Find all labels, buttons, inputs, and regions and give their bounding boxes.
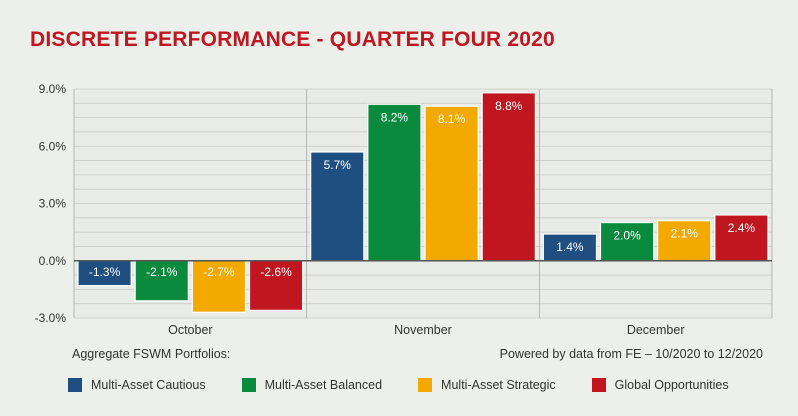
- bar-value-label: -2.7%: [203, 265, 235, 279]
- bar-value-label: 1.4%: [556, 240, 584, 254]
- legend-item: Global Opportunities: [591, 378, 729, 392]
- y-tick-label: 6.0%: [39, 139, 67, 153]
- legend-label: Multi-Asset Balanced: [264, 378, 383, 392]
- bar-value-label: -2.1%: [146, 265, 178, 279]
- legend-label: Multi-Asset Cautious: [91, 378, 206, 392]
- footer-source-note: Powered by data from FE – 10/2020 to 12/…: [499, 347, 763, 361]
- bar-value-label: 5.7%: [324, 158, 352, 172]
- bar-value-label: 2.1%: [671, 227, 699, 241]
- legend-swatch: [241, 378, 256, 392]
- bar: [248, 260, 304, 311]
- chart-title: DISCRETE PERFORMANCE - QUARTER FOUR 2020: [30, 28, 555, 51]
- x-category-label: December: [627, 323, 685, 337]
- bar: [481, 92, 536, 262]
- bar: [367, 103, 422, 262]
- legend-swatch: [418, 378, 433, 392]
- legend-item: Multi-Asset Balanced: [241, 378, 383, 392]
- bar-value-label: 8.8%: [495, 99, 523, 113]
- y-tick-label: 0.0%: [39, 254, 67, 268]
- bar: [542, 233, 598, 262]
- bar: [657, 220, 712, 262]
- legend-swatch: [591, 378, 606, 392]
- bar-value-label: 2.0%: [613, 229, 641, 243]
- x-category-label: October: [168, 323, 212, 337]
- y-tick-label: -3.0%: [35, 311, 67, 325]
- bar: [714, 214, 769, 262]
- y-tick-label: 3.0%: [39, 197, 67, 211]
- bar-value-label: -1.3%: [89, 265, 121, 279]
- bar: [424, 105, 479, 262]
- bar-value-label: -2.6%: [260, 265, 292, 279]
- legend-item: Multi-Asset Cautious: [68, 378, 206, 392]
- bar: [191, 260, 247, 313]
- bar: [310, 151, 365, 262]
- legend-item: Multi-Asset Strategic: [418, 378, 556, 392]
- bar-value-label: 2.4%: [728, 221, 756, 235]
- chart-legend: Multi-Asset Cautious Multi-Asset Balance…: [68, 378, 765, 392]
- y-tick-label: 9.0%: [39, 82, 67, 96]
- bar-value-label: 8.1%: [438, 112, 466, 126]
- legend-label: Global Opportunities: [614, 378, 729, 392]
- legend-label: Multi-Asset Strategic: [441, 378, 556, 392]
- legend-swatch: [68, 378, 82, 392]
- x-category-label: November: [394, 323, 452, 337]
- footer-portfolios-label: Aggregate FSWM Portfolios:: [72, 347, 231, 361]
- bar-value-label: 8.2%: [381, 110, 409, 124]
- bar: [134, 260, 189, 302]
